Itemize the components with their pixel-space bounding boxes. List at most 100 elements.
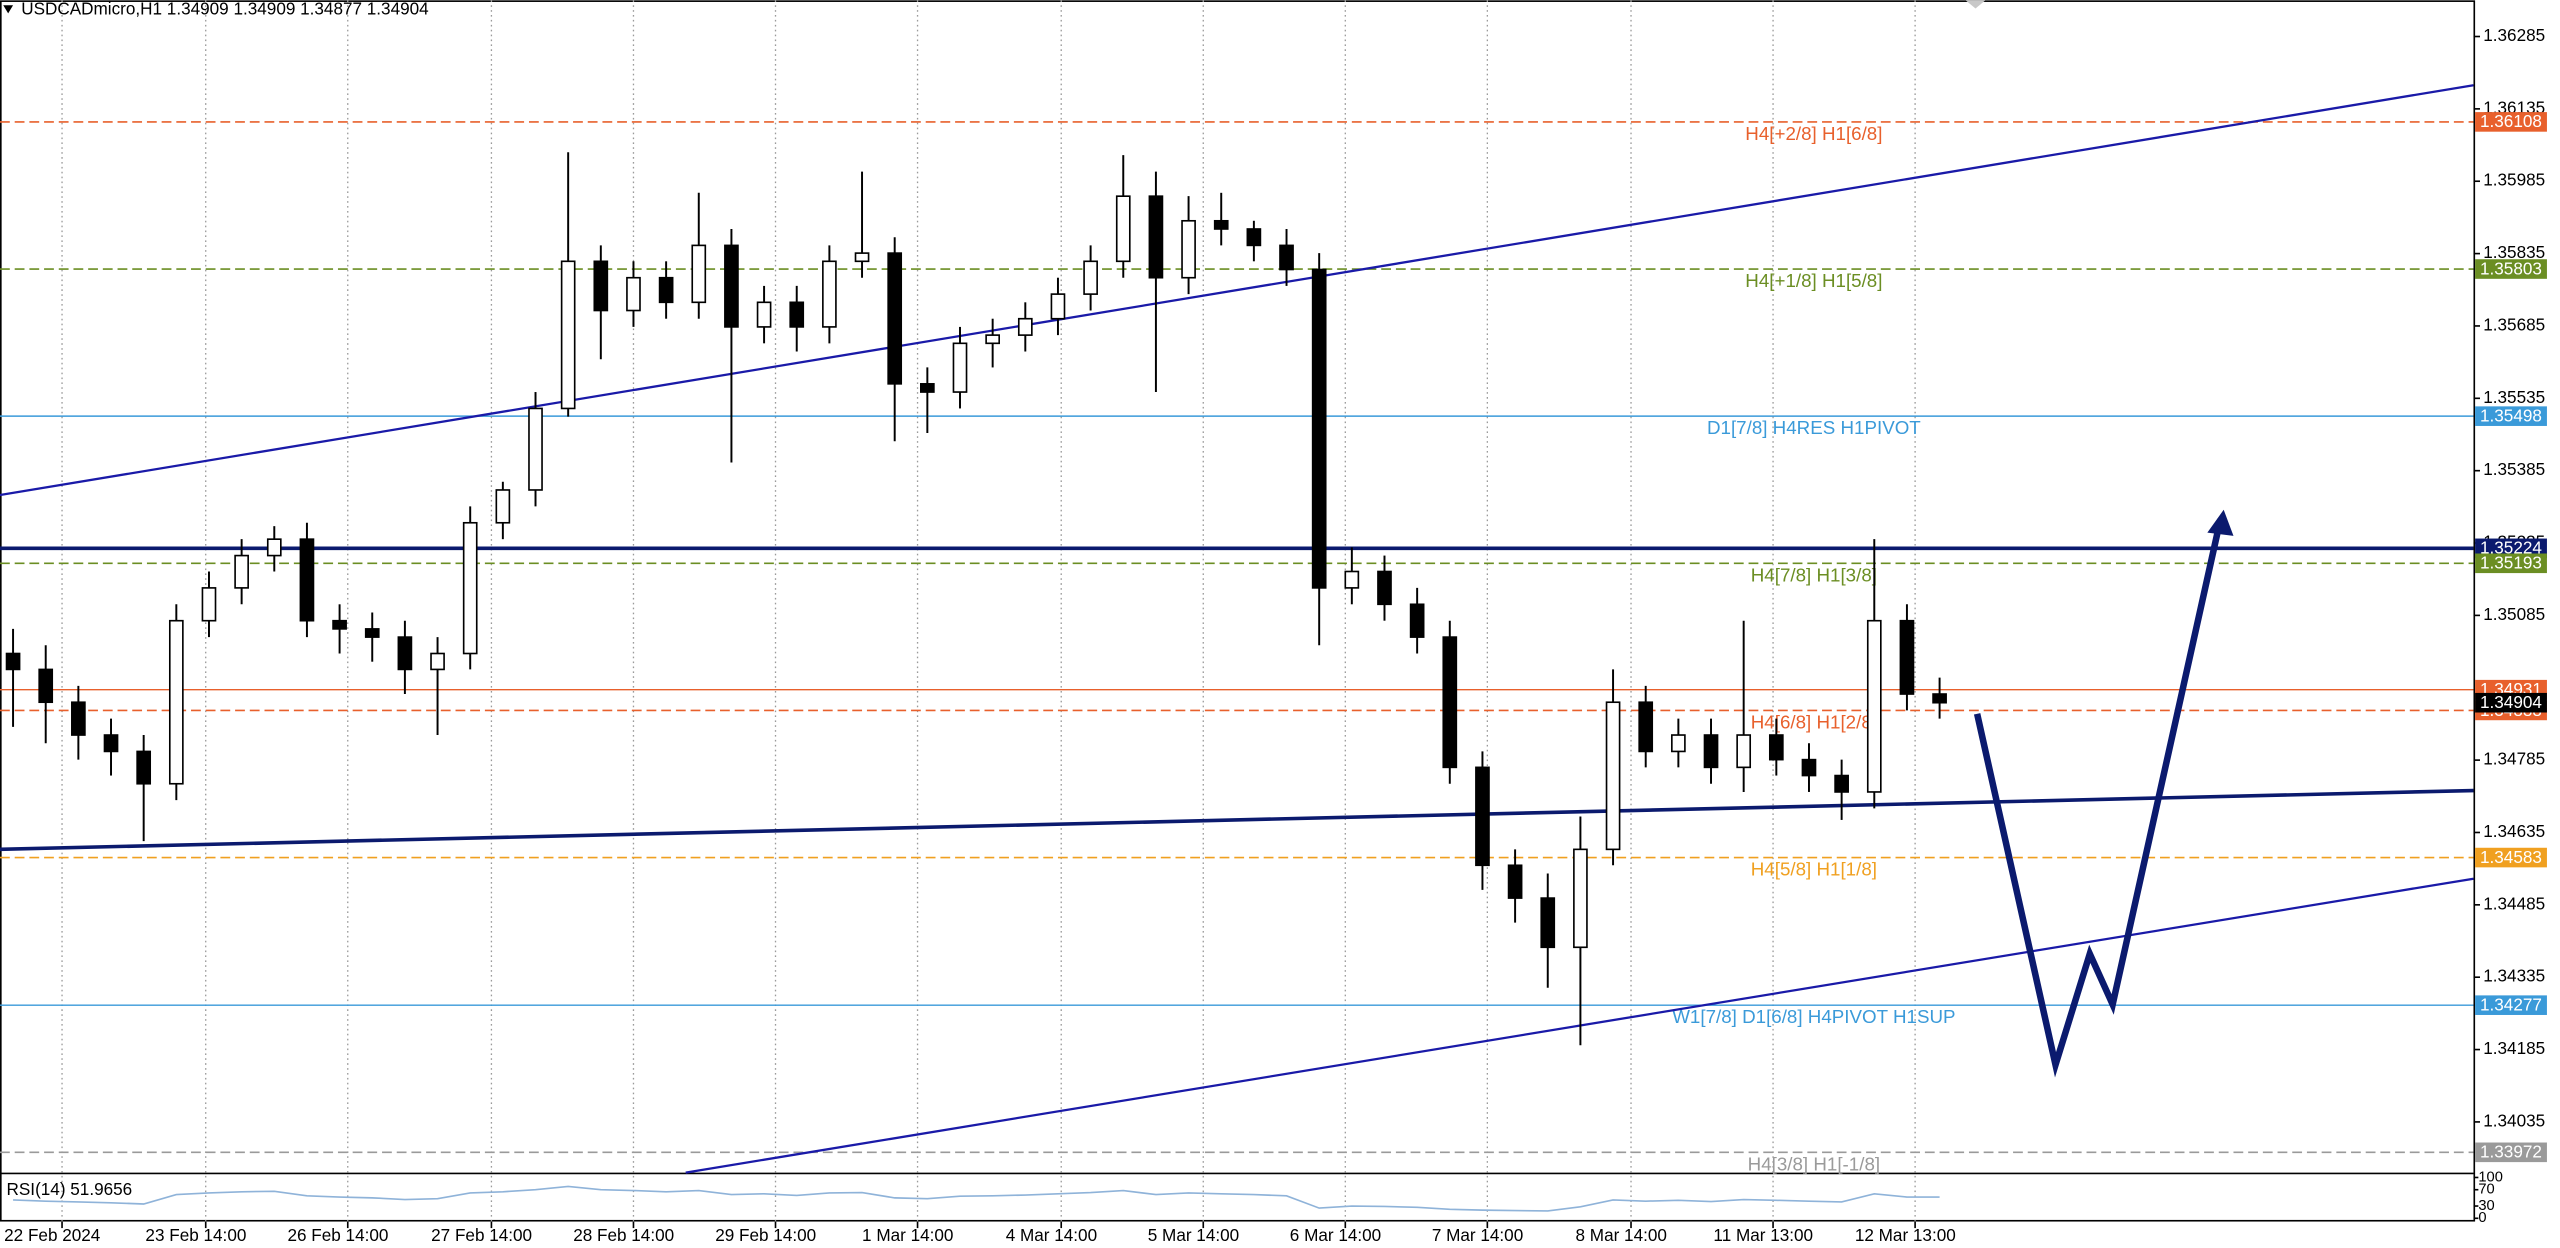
candle-body: [1083, 260, 1098, 295]
candle-body: [234, 554, 249, 589]
x-tick-label: 5 Mar 14:00: [1148, 1225, 1239, 1245]
candle-body: [1638, 701, 1654, 753]
indicator-tick-label: 30: [2478, 1198, 2494, 1214]
candle-body: [1475, 766, 1490, 867]
candle-body: [1736, 734, 1752, 769]
y-tick-label: 1.34335: [2483, 966, 2545, 986]
price-tag-label: 1.35224: [2480, 538, 2542, 558]
candle-body: [1671, 734, 1686, 753]
candle-body: [1148, 195, 1164, 279]
y-tick-label: 1.34185: [2483, 1038, 2545, 1058]
candle-body: [1017, 317, 1033, 336]
candle-body: [528, 407, 543, 491]
level-label: W1[7/8] D1[6/8] H4PIVOT H1SUP: [1672, 1006, 1955, 1027]
x-tick-label: 7 Mar 14:00: [1432, 1225, 1523, 1245]
level-label: H4[+2/8] H1[6/8]: [1745, 123, 1882, 144]
price-tag: [2475, 406, 2547, 426]
candle-body: [1932, 693, 1947, 704]
candle-body: [1899, 619, 1915, 695]
candle-body: [1540, 897, 1556, 949]
candle-body: [854, 252, 870, 263]
y-tick-label: 1.34635: [2483, 821, 2545, 841]
trend-line: [0, 788, 2474, 852]
current-price-label: 1.34904: [2480, 692, 2542, 712]
candle-body: [1801, 758, 1817, 777]
level-label: H4[5/8] H1[1/8]: [1751, 859, 1877, 880]
x-tick-label: 8 Mar 14:00: [1576, 1225, 1667, 1245]
price-tag: [2475, 1142, 2547, 1163]
candle-body: [1181, 219, 1196, 279]
candle-body: [201, 587, 217, 622]
x-tick-label: 22 Feb 2024: [4, 1225, 101, 1245]
candle-body: [364, 628, 380, 638]
candle-body: [103, 734, 119, 753]
x-tick-label: 26 Feb 14:00: [287, 1225, 388, 1245]
price-tag-label: 1.33972: [2480, 1142, 2542, 1162]
y-tick-label: 1.35985: [2483, 170, 2545, 190]
candle-body: [1573, 848, 1588, 949]
candle-body: [397, 636, 413, 671]
candle-body: [430, 652, 445, 671]
chart-title: USDCADmicro,H1 1.34909 1.34909 1.34877 1…: [21, 0, 429, 19]
indicator-tick-label: 70: [2478, 1182, 2494, 1198]
plot-frame: [0, 0, 2476, 1222]
x-tick-label: 27 Feb 14:00: [431, 1225, 532, 1245]
grid-layer: 1.362851.361351.359851.358351.356851.355…: [4, 0, 2545, 1245]
price-tag-label: 1.34583: [2480, 847, 2542, 867]
y-tick-label: 1.35535: [2483, 387, 2545, 407]
candle-body: [1246, 228, 1262, 247]
level-layer: H4[+2/8] H1[6/8] H4[+1/8] H1[5/8] D1[7/8] …: [0, 121, 2474, 1174]
candle-body: [299, 538, 315, 622]
candle-body: [789, 301, 805, 328]
price-tag-label: 1.35498: [2480, 406, 2542, 426]
price-tag: [2475, 847, 2547, 868]
price-tag: [2475, 259, 2547, 279]
trend-line: [0, 84, 2474, 497]
candle-body: [1279, 244, 1294, 271]
x-tick-label: 12 Mar 13:00: [1855, 1225, 1956, 1245]
candle-body: [691, 244, 707, 304]
candle-body: [38, 668, 54, 704]
candle-body: [658, 276, 674, 304]
price-tag: [2475, 995, 2547, 1015]
candle-body: [1344, 570, 1360, 589]
level-label: H4[6/8] H1[2/8]: [1751, 711, 1877, 732]
candle-body: [1605, 701, 1621, 851]
price-tag-label: 1.35193: [2480, 553, 2542, 573]
price-tag: [2475, 112, 2547, 132]
candle-body: [822, 260, 837, 328]
y-tick-label: 1.35385: [2483, 459, 2545, 479]
indicator-line: [13, 1185, 1940, 1212]
level-label: H4[7/8] H1[3/8]: [1751, 564, 1877, 585]
x-tick-label: 11 Mar 13:00: [1713, 1225, 1813, 1245]
level-label: H4[3/8] H1[-1/8]: [1748, 1153, 1880, 1174]
x-tick-label: 6 Mar 14:00: [1290, 1225, 1381, 1245]
x-tick-label: 28 Feb 14:00: [573, 1225, 674, 1245]
price-tag-label: 1.34277: [2480, 995, 2542, 1015]
y-tick-label: 1.35685: [2483, 314, 2545, 334]
scroll-marker: [1965, 0, 1986, 9]
candle-body: [462, 521, 478, 655]
y-tick-label: 1.36285: [2483, 25, 2545, 45]
candle-body: [1115, 195, 1131, 263]
current-price-tag: [2475, 692, 2547, 713]
forecast-path: [1973, 518, 2224, 1078]
y-tick-label: 1.35085: [2483, 604, 2545, 624]
candle-body: [887, 252, 903, 385]
candle-body: [1703, 734, 1719, 769]
candle-body: [1507, 864, 1523, 899]
menu-icon[interactable]: [3, 5, 14, 14]
candle-body: [593, 260, 609, 312]
indicator-title: RSI(14) 51.9656: [7, 1179, 133, 1199]
price-tag: [2475, 553, 2547, 574]
candle-body: [266, 538, 282, 557]
candle-body: [985, 334, 1001, 345]
candle-body: [1213, 219, 1229, 230]
candle-body: [1768, 734, 1784, 761]
level-label: D1[7/8] H4RES H1PIVOT: [1707, 417, 1921, 438]
price-tag-label: 1.35803: [2480, 258, 2542, 278]
candle-body: [560, 260, 576, 410]
candle-body: [920, 383, 935, 393]
